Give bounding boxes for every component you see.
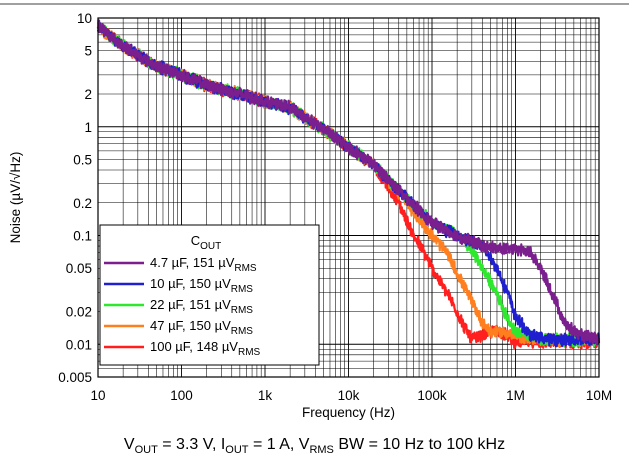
legend-label: 100 µF, 148 µVRMS: [150, 339, 261, 358]
chart-caption: VOUT = 3.3 V, IOUT = 1 A, VRMS BW = 10 H…: [124, 436, 505, 456]
caption-subscript: OUT: [225, 444, 249, 456]
caption-text: = 3.3 V, I: [158, 436, 225, 453]
y-tick-label: 0.5: [73, 152, 92, 167]
legend-label-sub: RMS: [231, 326, 254, 337]
x-tick-label: 10k: [338, 388, 360, 403]
legend-label-sub: RMS: [234, 263, 257, 274]
legend-label-main: 47 µF, 150 µV: [150, 318, 231, 333]
legend-title: COUT: [191, 233, 222, 252]
legend-label-main: 4.7 µF, 151 µV: [150, 255, 235, 270]
y-tick-label: 0.1: [73, 229, 92, 244]
legend-label-main: 10 µF, 150 µV: [150, 276, 231, 291]
plot-frame: [97, 17, 600, 378]
series-group: [96, 19, 601, 350]
legend-title-main: C: [191, 233, 200, 248]
legend-title-sub: OUT: [200, 241, 221, 252]
caption-subscript: OUT: [135, 444, 159, 456]
legend-label: 22 µF, 151 µVRMS: [150, 297, 253, 316]
legend-label-sub: RMS: [238, 347, 261, 358]
caption-text: BW = 10 Hz to 100 kHz: [334, 436, 505, 453]
x-axis-label: Frequency (Hz): [302, 405, 395, 420]
x-tick-label: 100k: [417, 388, 447, 403]
y-tick-label: 0.05: [66, 261, 92, 276]
legend-label-main: 100 µF, 148 µV: [150, 339, 238, 354]
y-tick-label: 1: [84, 120, 92, 135]
x-tick-labels: 10 100 1k 10k 100k 1M 10M: [90, 388, 612, 403]
caption-subscript: RMS: [309, 444, 333, 456]
y-tick-label: 0.01: [66, 337, 92, 352]
x-tick-label: 10M: [586, 388, 612, 403]
y-tick-label: 0.2: [73, 196, 92, 211]
x-tick-label: 10: [90, 388, 105, 403]
legend-label: 10 µF, 150 µVRMS: [150, 276, 253, 295]
legend-label: 4.7 µF, 151 µVRMS: [150, 255, 257, 274]
x-tick-label: 1k: [258, 388, 273, 403]
caption-text: V: [124, 436, 135, 453]
legend-label: 47 µF, 150 µVRMS: [150, 318, 253, 337]
legend-box: [99, 224, 320, 366]
y-tick-labels: 10 5 2 1 0.5 0.2 0.1 0.05 0.02 0.01 0.005: [58, 11, 92, 385]
caption-text: = 1 A, V: [249, 436, 310, 453]
y-axis-label: Noise (µV/√Hz): [8, 152, 23, 244]
y-tick-label: 10: [77, 11, 92, 26]
legend-label-sub: RMS: [231, 284, 254, 295]
x-tick-label: 1M: [506, 388, 525, 403]
x-tick-label: 100: [170, 388, 193, 403]
y-tick-label: 5: [84, 44, 92, 59]
legend-label-main: 22 µF, 151 µV: [150, 297, 231, 312]
y-tick-label: 0.005: [58, 370, 92, 385]
legend-label-sub: RMS: [231, 305, 254, 316]
series-line: [96, 19, 601, 345]
y-tick-label: 0.02: [66, 305, 92, 320]
y-tick-label: 2: [84, 87, 92, 102]
